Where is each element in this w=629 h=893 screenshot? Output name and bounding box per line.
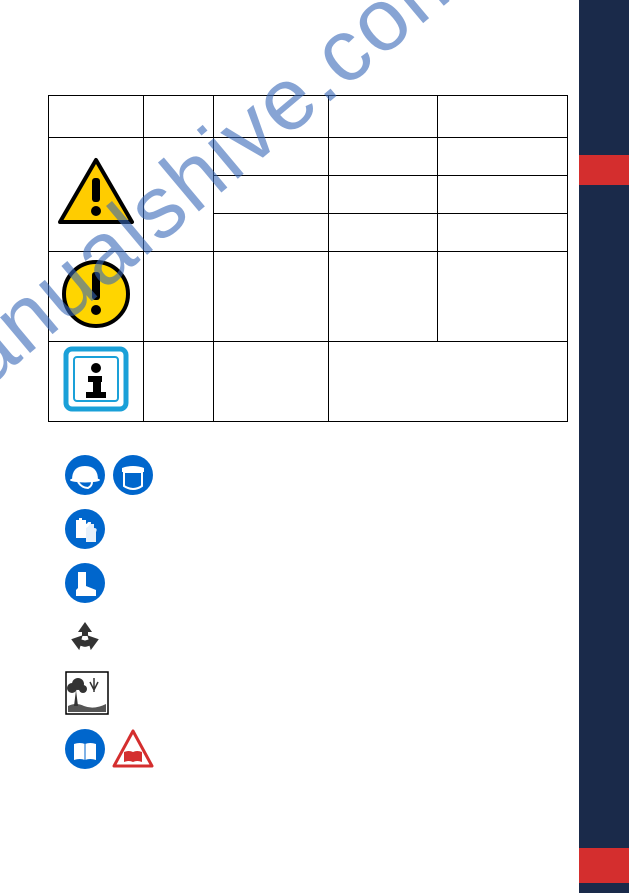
table-header-row	[49, 96, 568, 138]
table-row	[49, 342, 568, 422]
attention-circle-icon	[60, 258, 132, 330]
warning-triangle-icon	[56, 156, 136, 228]
page-content	[48, 95, 568, 782]
table-row	[49, 252, 568, 342]
red-tab-bottom	[579, 848, 629, 883]
ppe-row	[64, 616, 568, 658]
hardhat-icon	[64, 454, 106, 496]
read-manual-icon	[64, 728, 106, 770]
table-row	[49, 138, 568, 176]
boots-icon	[64, 562, 106, 604]
read-warning-icon	[112, 728, 154, 770]
right-sidebar	[579, 0, 629, 893]
ppe-row	[64, 562, 568, 604]
environment-icon	[64, 670, 110, 716]
recycle-icon	[64, 616, 106, 658]
ppe-row	[64, 454, 568, 496]
ppe-row	[64, 728, 568, 770]
ppe-row	[64, 670, 568, 716]
ppe-row	[64, 508, 568, 550]
info-square-icon	[63, 346, 129, 412]
gloves-icon	[64, 508, 106, 550]
ppe-icon-list	[48, 454, 568, 770]
faceshield-icon	[112, 454, 154, 496]
red-tab-top	[579, 155, 629, 185]
safety-symbols-table	[48, 95, 568, 422]
